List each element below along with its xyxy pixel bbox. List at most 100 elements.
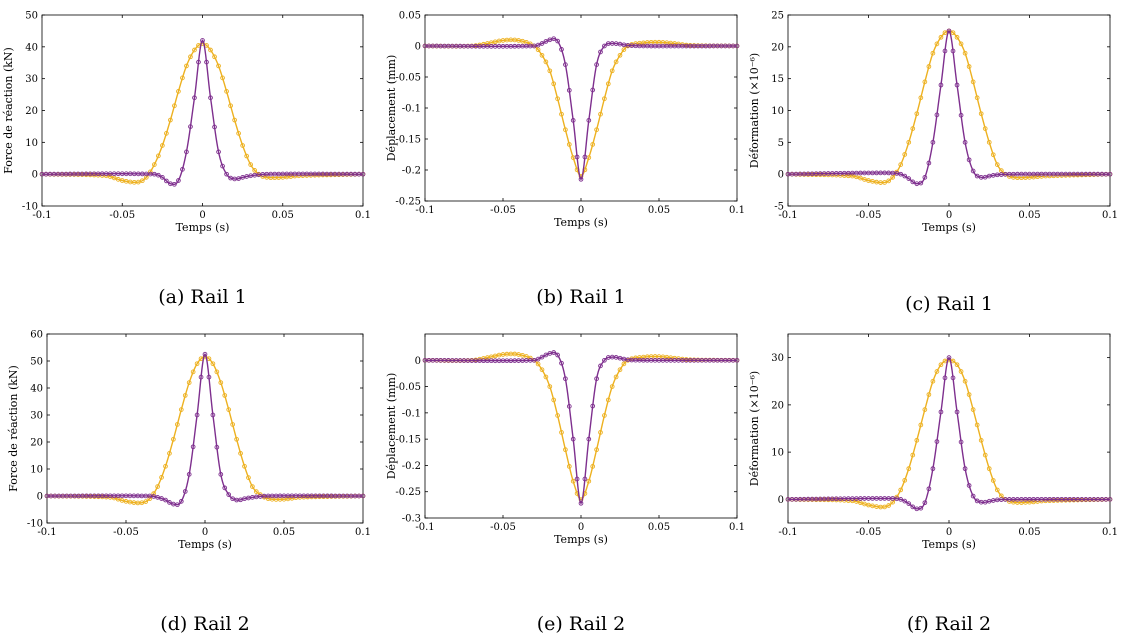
data-point <box>208 47 213 53</box>
data-point <box>196 59 201 65</box>
data-point <box>555 38 560 44</box>
data-point <box>974 173 980 179</box>
data-point <box>958 112 964 118</box>
data-point <box>594 447 599 453</box>
x-tick-label: 0 <box>946 527 952 538</box>
data-point <box>167 500 172 505</box>
data-point <box>151 491 156 496</box>
data-point <box>958 369 964 374</box>
data-point <box>236 131 241 136</box>
y-axis-label: Force de réaction (kN) <box>7 365 20 492</box>
data-point <box>910 126 916 131</box>
data-point <box>586 118 592 123</box>
y-tick-label: -0.25 <box>395 487 421 498</box>
data-point <box>918 505 924 511</box>
data-point <box>922 407 928 412</box>
data-point <box>551 81 557 87</box>
axes-box <box>424 14 738 202</box>
data-point <box>613 374 619 380</box>
x-tick-label: -0.1 <box>32 210 51 221</box>
chart-panel-5: -0.1 -0.05 0 0.05 0.1 -0.3 -0.25 -0.2 -0.15 -0.1 -… <box>385 333 745 635</box>
y-tick-label: 0 <box>778 170 784 181</box>
data-point <box>898 497 904 502</box>
x-tick-label: -0.05 <box>113 527 139 538</box>
data-point <box>934 369 940 374</box>
x-tick-label: -0.05 <box>856 527 882 538</box>
series-line-1 <box>425 353 737 501</box>
x-tick-label: 0.05 <box>272 210 294 221</box>
data-point <box>192 95 197 101</box>
data-point <box>922 175 928 180</box>
y-tick-label: 20 <box>771 42 784 53</box>
data-point <box>202 351 208 357</box>
chart-panel-4: -0.1 -0.05 0 0.05 0.1 -10 0 10 20 30 40 50 60 Temps (… <box>7 330 371 636</box>
data-point <box>922 79 928 85</box>
data-point <box>200 38 205 43</box>
x-tick-label: -0.1 <box>415 205 434 216</box>
data-point <box>1107 497 1113 502</box>
panel-caption: (f) Rail 2 <box>907 613 991 635</box>
data-point <box>198 374 204 380</box>
data-point <box>238 451 243 456</box>
data-point <box>228 103 233 109</box>
data-point <box>966 157 972 163</box>
data-point <box>551 36 557 42</box>
data-point <box>946 28 952 34</box>
data-point <box>232 117 237 123</box>
data-point <box>974 498 980 504</box>
data-point <box>994 162 1000 167</box>
data-point <box>902 498 908 504</box>
data-point <box>598 430 603 435</box>
data-point <box>914 111 920 117</box>
y-tick-label: 60 <box>30 330 43 341</box>
data-point <box>590 87 596 93</box>
data-point <box>224 89 229 94</box>
data-point <box>230 496 235 502</box>
data-point <box>222 393 228 398</box>
x-axis-label: Temps (s) <box>922 221 976 234</box>
data-point <box>594 62 599 67</box>
y-tick-label: 10 <box>771 448 784 459</box>
y-tick-label: 40 <box>25 42 38 53</box>
data-point <box>602 96 607 102</box>
data-point <box>962 466 968 472</box>
data-point <box>160 175 165 180</box>
data-point <box>574 476 580 482</box>
data-point <box>966 64 972 69</box>
data-point <box>590 403 596 409</box>
data-point <box>250 484 255 489</box>
data-point <box>156 153 161 159</box>
data-point <box>906 176 912 181</box>
series-markers-1 <box>422 351 740 502</box>
data-point <box>147 496 153 502</box>
series-line-1 <box>788 359 1110 508</box>
data-point <box>226 407 232 412</box>
data-point <box>990 478 996 483</box>
x-tick-label: 0 <box>946 210 952 221</box>
y-tick-label: 0 <box>415 42 421 53</box>
series-line-2 <box>42 39 363 186</box>
data-point <box>539 367 545 373</box>
data-point <box>570 478 576 484</box>
data-point <box>167 451 172 456</box>
data-point <box>218 380 224 385</box>
data-point <box>950 48 956 54</box>
data-point <box>994 487 1000 493</box>
data-point <box>734 357 740 363</box>
data-point <box>910 179 916 185</box>
series-markers-1 <box>422 37 740 179</box>
data-point <box>586 436 592 442</box>
data-point <box>206 374 212 380</box>
x-tick-label: -0.05 <box>490 205 516 216</box>
data-point <box>216 149 221 155</box>
data-point <box>962 50 968 56</box>
data-point <box>222 485 228 491</box>
series-markers-1 <box>44 354 366 506</box>
data-point <box>574 154 580 160</box>
data-point <box>982 126 988 131</box>
panel-caption: (b) Rail 1 <box>536 286 625 308</box>
data-point <box>559 360 564 366</box>
data-point <box>982 174 988 180</box>
data-point <box>172 181 177 187</box>
data-point <box>188 124 193 129</box>
